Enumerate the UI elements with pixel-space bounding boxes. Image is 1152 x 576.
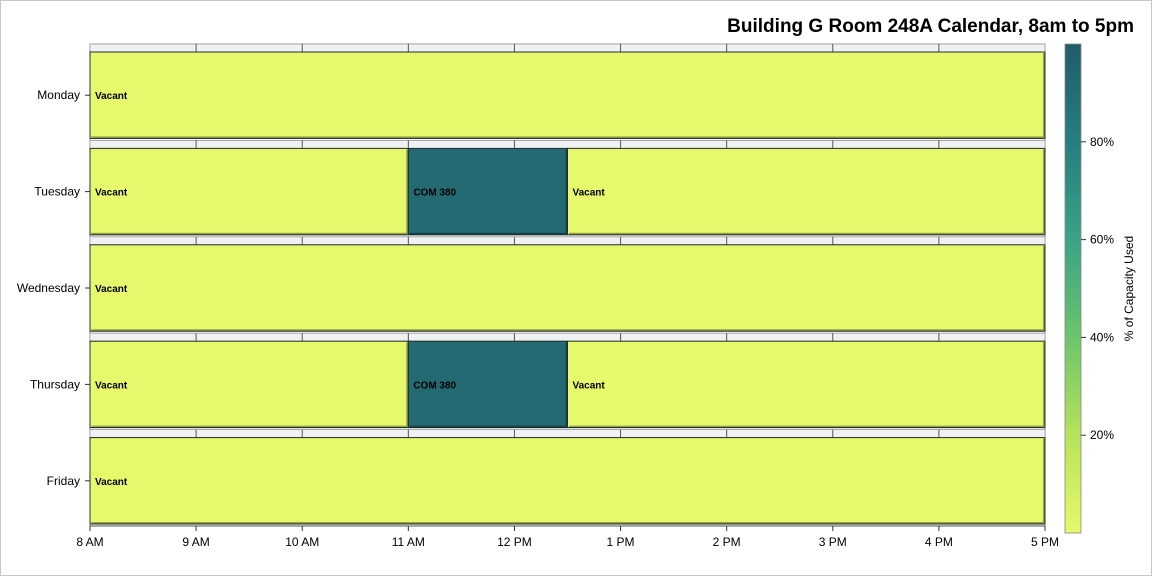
event-bar[interactable]: Vacant [89,437,1046,525]
day-band-strip [89,139,1046,149]
event-bar-rect [407,147,569,236]
day-label: Thursday [30,377,80,391]
event-bar-rect [89,437,1046,525]
x-tick-label: 2 PM [713,535,741,549]
day-band-strip [89,236,1046,246]
colorbar-legend: 20% 40% 60% 80% % of Capacity Used [1064,43,1136,534]
band-strip-bg [89,139,1046,149]
event-bar[interactable]: Vacant [567,340,1046,429]
band-strip-bg [89,236,1046,246]
x-tick-label: 1 PM [607,535,635,549]
event-bar[interactable]: Vacant [89,147,409,236]
event-bar-rect [567,147,1046,236]
x-tick-label: 11 AM [392,535,425,549]
event-label: COM 380 [413,380,456,391]
day-label: Friday [47,474,80,488]
x-tick-label: 5 PM [1031,535,1059,549]
event-bar[interactable]: Vacant [89,51,1046,139]
event-label: Vacant [573,188,606,199]
plot-area: Monday Vacant Tuesday Vacant COM 380 Vacant We… [17,43,1059,549]
colorbar-swatch [1064,43,1082,534]
event-label: Vacant [95,477,128,488]
day-band-strip [89,332,1046,342]
event-bar-rect [89,51,1046,139]
x-tick-label: 3 PM [819,535,847,549]
event-bar[interactable]: Vacant [89,340,409,429]
day-label: Tuesday [34,185,80,199]
day-band-strip [89,429,1046,439]
event-label: Vacant [95,188,128,199]
event-label: COM 380 [413,188,456,199]
band-strip-bg [89,43,1046,53]
colorbar-tick-label: 60% [1090,233,1114,247]
event-bar[interactable]: Vacant [567,147,1046,236]
x-tick-label: 10 AM [285,535,319,549]
day-band-strip [89,43,1046,53]
event-bar-rect [89,244,1046,332]
band-strip-bg [89,332,1046,342]
event-bar-rect [89,147,409,236]
x-tick-label: 8 AM [76,535,103,549]
colorbar-tick-label: 40% [1090,330,1114,344]
event-label: Vacant [95,284,128,295]
event-bar[interactable]: COM 380 [407,340,569,429]
x-tick-label: 4 PM [925,535,953,549]
event-bar[interactable]: COM 380 [407,147,569,236]
x-tick-label: 12 PM [497,535,532,549]
colorbar-tick-label: 80% [1090,135,1114,149]
day-label: Monday [37,88,80,102]
chart-title: Building G Room 248A Calendar, 8am to 5p… [727,16,1134,37]
event-bar-rect [89,340,409,429]
event-bar-rect [407,340,569,429]
event-bar[interactable]: Vacant [89,244,1046,332]
event-label: Vacant [95,91,128,102]
colorbar-tick-label: 20% [1090,428,1114,442]
colorbar-label: % of Capacity Used [1122,236,1136,341]
day-label: Wednesday [17,281,80,295]
band-strip-bg [89,429,1046,439]
event-label: Vacant [95,380,128,391]
event-label: Vacant [573,380,606,391]
event-bar-rect [567,340,1046,429]
x-tick-label: 9 AM [182,535,209,549]
